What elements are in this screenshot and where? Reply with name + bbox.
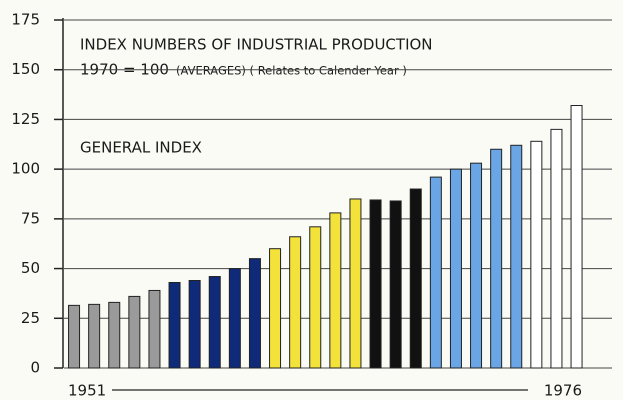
bar: [188, 280, 201, 369]
bar: [429, 176, 442, 369]
bar: [389, 200, 402, 369]
y-tick-label: 100: [11, 160, 40, 178]
bar: [349, 198, 362, 369]
chart-title: INDEX NUMBERS OF INDUSTRIAL PRODUCTION: [80, 36, 433, 54]
bar: [510, 144, 523, 369]
bar: [88, 303, 101, 369]
bar: [148, 289, 161, 369]
bar: [228, 268, 241, 369]
bar: [108, 301, 121, 369]
y-tick-label: 50: [21, 259, 40, 277]
bar: [248, 258, 261, 369]
bar: [329, 212, 342, 369]
y-tick-label: 150: [11, 60, 40, 78]
y-tick-label: 0: [30, 359, 40, 377]
bar: [369, 199, 382, 369]
bar: [530, 140, 543, 369]
subtitle-note: (AVERAGES) ( Relates to Calender Year ): [176, 64, 407, 78]
bar: [309, 226, 322, 369]
bar: [449, 168, 462, 369]
bar: [470, 162, 483, 369]
bar: [570, 105, 583, 369]
y-tick-label: 175: [11, 11, 40, 29]
y-tick-label: 125: [11, 110, 40, 128]
bar: [168, 281, 181, 369]
y-tick-label: 75: [21, 209, 40, 227]
x-tick-label: 1976: [544, 382, 582, 400]
bar: [128, 295, 141, 369]
y-tick-label: 25: [21, 309, 40, 327]
annotation: GENERAL INDEX: [80, 139, 202, 157]
bar: [550, 128, 563, 369]
bar: [68, 304, 81, 369]
x-tick-label: 1951: [68, 382, 106, 400]
bar: [289, 236, 302, 369]
bar: [208, 276, 221, 369]
bar: [269, 248, 282, 369]
bar: [490, 148, 503, 369]
bar: [409, 188, 422, 369]
